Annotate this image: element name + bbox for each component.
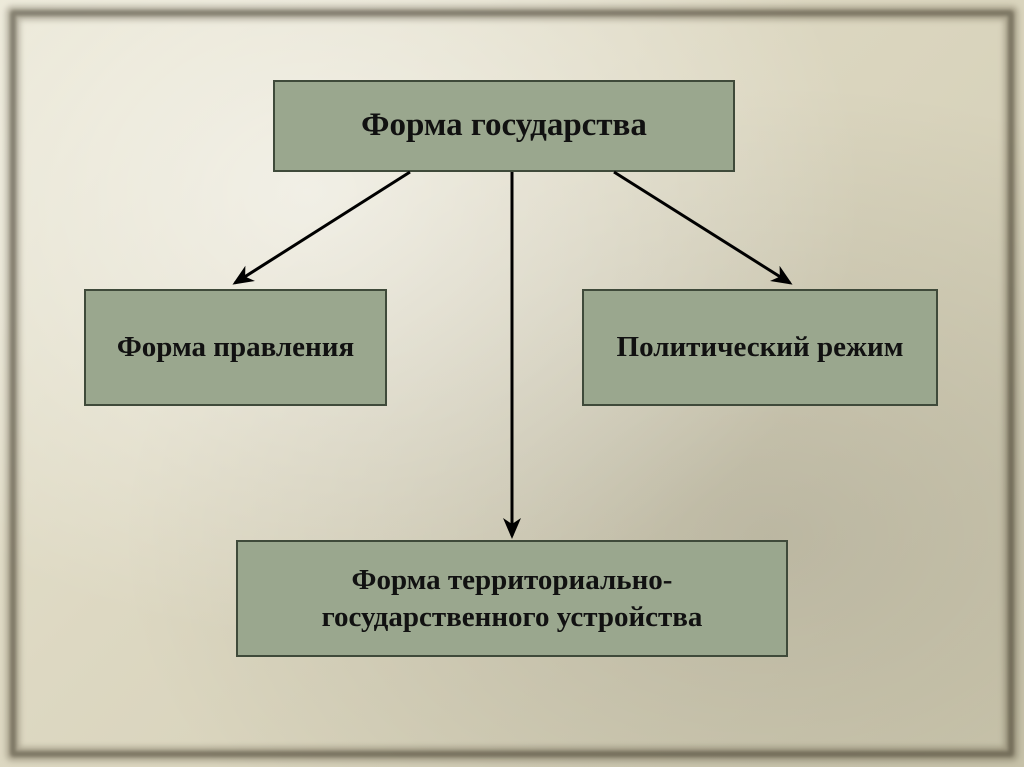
node-root-label: Форма государства [361,105,647,146]
node-bottom-label: Форма территориально-государственного ус… [252,562,772,635]
node-root: Форма государства [273,80,735,172]
node-left-label: Форма правления [117,329,354,365]
node-right-label: Политический режим [617,329,904,365]
node-right: Политический режим [582,289,938,406]
node-left: Форма правления [84,289,387,406]
slide-canvas: Форма государства Форма правления Полити… [0,0,1024,767]
node-bottom: Форма территориально-государственного ус… [236,540,788,657]
